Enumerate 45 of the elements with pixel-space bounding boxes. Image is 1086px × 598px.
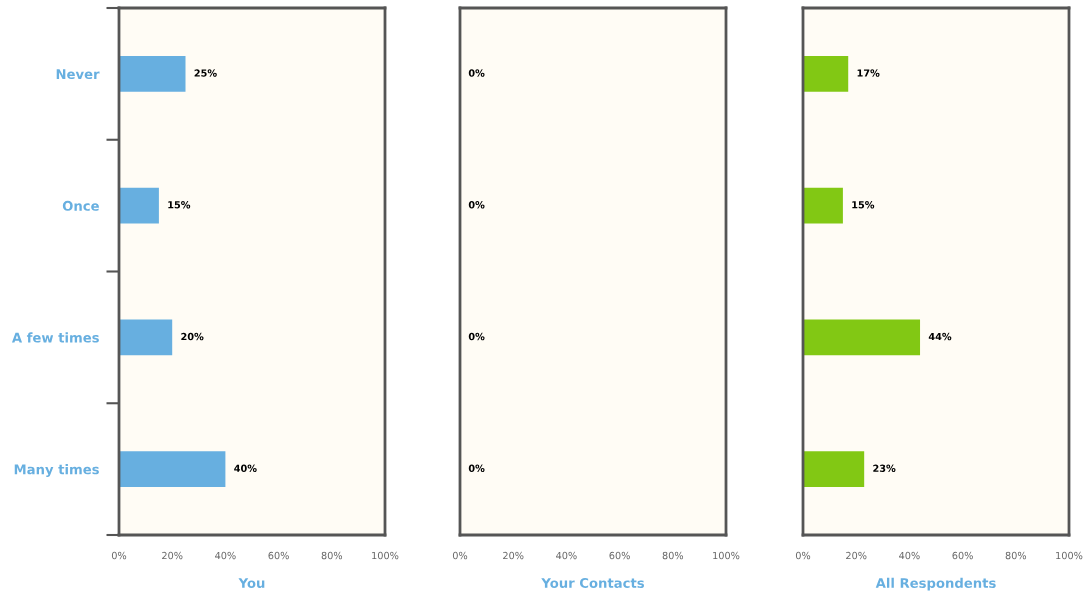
bar xyxy=(803,187,843,224)
x-tick-label: 20% xyxy=(162,551,183,560)
data-label: 15% xyxy=(852,201,875,209)
bar xyxy=(803,56,849,92)
x-tick-label: 40% xyxy=(215,551,236,560)
data-label: 44% xyxy=(928,332,952,341)
y-tick-label: Many times xyxy=(14,464,99,477)
data-label: 23% xyxy=(873,464,896,472)
x-axis-title: You xyxy=(238,578,265,588)
data-label: 25% xyxy=(194,69,217,77)
data-label: 20% xyxy=(181,332,204,341)
x-tick-label: 60% xyxy=(609,551,630,560)
x-tick-label: 100% xyxy=(713,551,740,560)
data-label: 15% xyxy=(168,201,191,209)
bar xyxy=(803,319,921,356)
bar xyxy=(119,187,159,224)
x-tick-label: 0% xyxy=(111,551,127,560)
data-label: 0% xyxy=(468,69,485,77)
bar xyxy=(119,319,173,356)
x-tick-label: 100% xyxy=(1056,551,1083,560)
y-tick-label: Never xyxy=(56,69,100,80)
data-label: 0% xyxy=(468,332,485,341)
x-tick-label: 80% xyxy=(1005,551,1027,560)
x-tick-label: 20% xyxy=(846,551,867,560)
x-tick-label: 80% xyxy=(321,551,343,560)
x-tick-label: 60% xyxy=(952,551,973,560)
data-label: 0% xyxy=(468,201,485,209)
x-tick-label: 60% xyxy=(268,551,289,560)
data-label: 17% xyxy=(857,69,880,77)
x-tick-label: 40% xyxy=(899,551,920,560)
x-tick-label: 20% xyxy=(503,551,524,560)
y-tick-label: A few times xyxy=(11,332,99,343)
x-tick-label: 80% xyxy=(662,551,684,560)
bar xyxy=(803,451,865,487)
x-tick-label: 40% xyxy=(556,551,577,560)
x-tick-label: 0% xyxy=(452,551,468,560)
y-tick-label: Once xyxy=(62,200,99,211)
bar xyxy=(119,56,186,92)
data-label: 0% xyxy=(468,464,485,472)
x-tick-label: 100% xyxy=(372,551,399,560)
data-label: 40% xyxy=(234,464,257,472)
x-axis-title: Your Contacts xyxy=(541,577,644,588)
x-axis-title: All Respondents xyxy=(875,577,996,591)
x-tick-label: 0% xyxy=(795,551,811,560)
bar xyxy=(119,451,226,487)
